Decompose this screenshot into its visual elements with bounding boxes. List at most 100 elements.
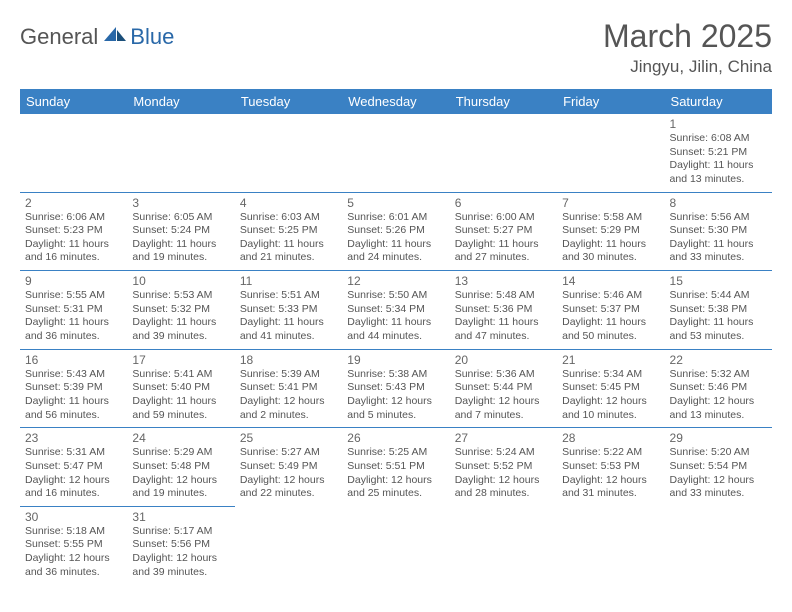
daylight-text: Daylight: 12 hours and 16 minutes. [25,474,122,501]
daylight-text: Daylight: 11 hours and 41 minutes. [240,316,337,343]
sunrise-text: Sunrise: 6:08 AM [670,132,767,146]
sunset-text: Sunset: 5:43 PM [347,381,444,395]
calendar-table: Sunday Monday Tuesday Wednesday Thursday… [20,89,772,584]
calendar-cell: 17Sunrise: 5:41 AMSunset: 5:40 PMDayligh… [127,349,234,428]
sunrise-text: Sunrise: 5:55 AM [25,289,122,303]
sunrise-text: Sunrise: 5:38 AM [347,368,444,382]
calendar-cell: 11Sunrise: 5:51 AMSunset: 5:33 PMDayligh… [235,271,342,350]
day-number: 9 [25,274,122,288]
day-number: 12 [347,274,444,288]
calendar-cell: 20Sunrise: 5:36 AMSunset: 5:44 PMDayligh… [450,349,557,428]
month-title: March 2025 [603,18,772,55]
weekday-header: Thursday [450,89,557,114]
day-number: 25 [240,431,337,445]
daylight-text: Daylight: 12 hours and 13 minutes. [670,395,767,422]
daylight-text: Daylight: 12 hours and 31 minutes. [562,474,659,501]
sunrise-text: Sunrise: 5:48 AM [455,289,552,303]
daylight-text: Daylight: 11 hours and 33 minutes. [670,238,767,265]
sunrise-text: Sunrise: 5:32 AM [670,368,767,382]
sunset-text: Sunset: 5:48 PM [132,460,229,474]
calendar-cell: 13Sunrise: 5:48 AMSunset: 5:36 PMDayligh… [450,271,557,350]
calendar-cell: 25Sunrise: 5:27 AMSunset: 5:49 PMDayligh… [235,428,342,507]
calendar-cell: 3Sunrise: 6:05 AMSunset: 5:24 PMDaylight… [127,192,234,271]
calendar-cell: 24Sunrise: 5:29 AMSunset: 5:48 PMDayligh… [127,428,234,507]
calendar-cell: 10Sunrise: 5:53 AMSunset: 5:32 PMDayligh… [127,271,234,350]
day-number: 5 [347,196,444,210]
weekday-header-row: Sunday Monday Tuesday Wednesday Thursday… [20,89,772,114]
day-number: 4 [240,196,337,210]
sunrise-text: Sunrise: 5:46 AM [562,289,659,303]
day-info: Sunrise: 5:20 AMSunset: 5:54 PMDaylight:… [670,446,767,501]
day-number: 16 [25,353,122,367]
sunrise-text: Sunrise: 5:29 AM [132,446,229,460]
sail-icon [102,25,128,43]
calendar-cell: 23Sunrise: 5:31 AMSunset: 5:47 PMDayligh… [20,428,127,507]
day-number: 26 [347,431,444,445]
daylight-text: Daylight: 11 hours and 21 minutes. [240,238,337,265]
day-info: Sunrise: 5:31 AMSunset: 5:47 PMDaylight:… [25,446,122,501]
sunset-text: Sunset: 5:23 PM [25,224,122,238]
daylight-text: Daylight: 11 hours and 30 minutes. [562,238,659,265]
sunset-text: Sunset: 5:32 PM [132,303,229,317]
sunset-text: Sunset: 5:33 PM [240,303,337,317]
sunset-text: Sunset: 5:56 PM [132,538,229,552]
daylight-text: Daylight: 11 hours and 44 minutes. [347,316,444,343]
sunset-text: Sunset: 5:39 PM [25,381,122,395]
day-info: Sunrise: 5:43 AMSunset: 5:39 PMDaylight:… [25,368,122,423]
daylight-text: Daylight: 11 hours and 39 minutes. [132,316,229,343]
daylight-text: Daylight: 11 hours and 16 minutes. [25,238,122,265]
calendar-cell: 1Sunrise: 6:08 AMSunset: 5:21 PMDaylight… [665,114,772,192]
daylight-text: Daylight: 11 hours and 36 minutes. [25,316,122,343]
day-number: 14 [562,274,659,288]
day-info: Sunrise: 5:58 AMSunset: 5:29 PMDaylight:… [562,211,659,266]
day-info: Sunrise: 5:32 AMSunset: 5:46 PMDaylight:… [670,368,767,423]
weekday-header: Sunday [20,89,127,114]
calendar-cell: 22Sunrise: 5:32 AMSunset: 5:46 PMDayligh… [665,349,772,428]
day-number: 18 [240,353,337,367]
calendar-cell [20,114,127,192]
daylight-text: Daylight: 12 hours and 39 minutes. [132,552,229,579]
calendar-cell: 14Sunrise: 5:46 AMSunset: 5:37 PMDayligh… [557,271,664,350]
sunrise-text: Sunrise: 6:00 AM [455,211,552,225]
daylight-text: Daylight: 12 hours and 36 minutes. [25,552,122,579]
sunrise-text: Sunrise: 5:41 AM [132,368,229,382]
day-number: 29 [670,431,767,445]
sunset-text: Sunset: 5:53 PM [562,460,659,474]
weekday-header: Monday [127,89,234,114]
sunset-text: Sunset: 5:52 PM [455,460,552,474]
sunset-text: Sunset: 5:38 PM [670,303,767,317]
calendar-row: 30Sunrise: 5:18 AMSunset: 5:55 PMDayligh… [20,506,772,584]
sunset-text: Sunset: 5:34 PM [347,303,444,317]
daylight-text: Daylight: 11 hours and 19 minutes. [132,238,229,265]
day-info: Sunrise: 5:50 AMSunset: 5:34 PMDaylight:… [347,289,444,344]
day-number: 23 [25,431,122,445]
sunrise-text: Sunrise: 5:20 AM [670,446,767,460]
daylight-text: Daylight: 11 hours and 13 minutes. [670,159,767,186]
sunset-text: Sunset: 5:31 PM [25,303,122,317]
sunset-text: Sunset: 5:51 PM [347,460,444,474]
calendar-cell: 26Sunrise: 5:25 AMSunset: 5:51 PMDayligh… [342,428,449,507]
day-info: Sunrise: 6:05 AMSunset: 5:24 PMDaylight:… [132,211,229,266]
calendar-cell: 27Sunrise: 5:24 AMSunset: 5:52 PMDayligh… [450,428,557,507]
sunrise-text: Sunrise: 6:06 AM [25,211,122,225]
sunrise-text: Sunrise: 5:36 AM [455,368,552,382]
day-info: Sunrise: 5:38 AMSunset: 5:43 PMDaylight:… [347,368,444,423]
weekday-header: Saturday [665,89,772,114]
day-number: 13 [455,274,552,288]
calendar-cell [342,506,449,584]
calendar-cell [342,114,449,192]
calendar-cell [557,506,664,584]
sunrise-text: Sunrise: 5:34 AM [562,368,659,382]
day-info: Sunrise: 5:36 AMSunset: 5:44 PMDaylight:… [455,368,552,423]
sunset-text: Sunset: 5:21 PM [670,146,767,160]
sunrise-text: Sunrise: 5:22 AM [562,446,659,460]
calendar-cell: 15Sunrise: 5:44 AMSunset: 5:38 PMDayligh… [665,271,772,350]
sunset-text: Sunset: 5:27 PM [455,224,552,238]
day-number: 15 [670,274,767,288]
calendar-cell: 5Sunrise: 6:01 AMSunset: 5:26 PMDaylight… [342,192,449,271]
day-number: 19 [347,353,444,367]
sunrise-text: Sunrise: 5:25 AM [347,446,444,460]
sunset-text: Sunset: 5:26 PM [347,224,444,238]
day-info: Sunrise: 6:01 AMSunset: 5:26 PMDaylight:… [347,211,444,266]
calendar-body: 1Sunrise: 6:08 AMSunset: 5:21 PMDaylight… [20,114,772,584]
